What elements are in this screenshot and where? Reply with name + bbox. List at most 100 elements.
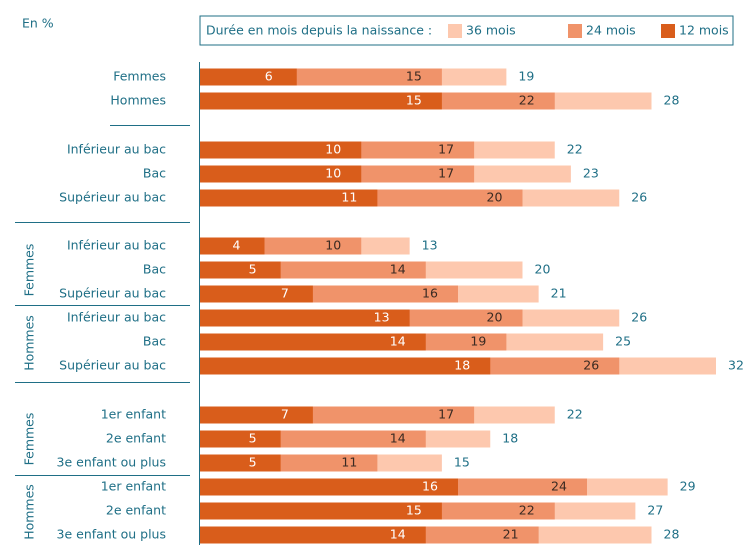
category-label: Supérieur au bac: [59, 190, 166, 205]
legend-box: [199, 15, 734, 46]
category-label: Bac: [143, 262, 166, 277]
value-label: 22: [519, 503, 535, 518]
category-label: 2e enfant: [106, 431, 166, 446]
bar: [200, 333, 426, 351]
bar: [200, 189, 378, 207]
bar: [200, 454, 281, 472]
value-label: 32: [728, 358, 744, 373]
category-label: Supérieur au bac: [59, 286, 166, 301]
value-label: 11: [341, 190, 357, 205]
value-label: 26: [583, 358, 599, 373]
value-label: 15: [406, 93, 422, 108]
bar: [200, 478, 458, 496]
value-label: 10: [325, 238, 341, 253]
value-label: 17: [438, 166, 454, 181]
value-label: 14: [390, 334, 406, 349]
value-label: 5: [249, 262, 257, 277]
category-label: 1er enfant: [101, 479, 166, 494]
value-label: 22: [567, 407, 583, 422]
bar: [200, 141, 362, 159]
value-label: 23: [583, 166, 599, 181]
group-label: Hommes: [22, 315, 37, 371]
legend-title: Durée en mois depuis la naissance :: [206, 23, 432, 38]
category-label: Hommes: [110, 93, 166, 108]
value-label: 13: [374, 310, 390, 325]
category-label: 2e enfant: [106, 503, 166, 518]
value-label: 16: [422, 286, 438, 301]
bar: [200, 285, 313, 303]
bar: [200, 502, 442, 520]
value-label: 16: [422, 479, 438, 494]
value-label: 28: [664, 93, 680, 108]
value-label: 14: [390, 431, 406, 446]
value-label: 13: [422, 238, 438, 253]
bar: [200, 357, 491, 375]
value-label: 10: [325, 166, 341, 181]
value-label: 6: [265, 69, 273, 84]
unit-label: En %: [22, 16, 54, 31]
bar: [200, 92, 442, 110]
group-label: Femmes: [22, 244, 37, 297]
bar: [200, 261, 281, 279]
value-label: 5: [249, 455, 257, 470]
bar: [200, 68, 297, 86]
value-label: 15: [406, 503, 422, 518]
legend-swatch: [661, 24, 675, 38]
value-label: 10: [325, 142, 341, 157]
value-label: 4: [233, 238, 241, 253]
value-label: 7: [281, 407, 289, 422]
value-label: 27: [647, 503, 663, 518]
value-label: 26: [631, 310, 647, 325]
value-label: 19: [518, 69, 534, 84]
value-label: 21: [503, 527, 519, 542]
category-label: Supérieur au bac: [59, 358, 166, 373]
legend-swatch: [568, 24, 582, 38]
value-label: 17: [438, 407, 454, 422]
value-label: 11: [341, 455, 357, 470]
value-label: 20: [487, 190, 503, 205]
bar: [200, 309, 410, 327]
value-label: 22: [567, 142, 583, 157]
value-label: 29: [680, 479, 696, 494]
category-label: Inférieur au bac: [67, 310, 166, 325]
value-label: 26: [631, 190, 647, 205]
value-label: 20: [535, 262, 551, 277]
category-label: Bac: [143, 166, 166, 181]
value-label: 24: [551, 479, 567, 494]
legend-swatch: [448, 24, 462, 38]
value-label: 28: [664, 527, 680, 542]
value-label: 20: [487, 310, 503, 325]
category-label: 1er enfant: [101, 407, 166, 422]
value-label: 14: [390, 262, 406, 277]
separators: [15, 125, 190, 476]
category-label: 3e enfant ou plus: [57, 455, 166, 470]
value-label: 19: [470, 334, 486, 349]
bar: [200, 526, 426, 544]
bar: [200, 406, 313, 424]
category-label: Femmes: [113, 69, 166, 84]
value-label: 15: [406, 69, 422, 84]
bar: [200, 165, 362, 183]
category-label: Inférieur au bac: [67, 142, 166, 157]
bar: [200, 237, 265, 255]
value-label: 21: [551, 286, 567, 301]
value-label: 5: [249, 431, 257, 446]
legend-label: 12 mois: [679, 23, 729, 38]
group-label: Hommes: [22, 484, 37, 540]
category-label: 3e enfant ou plus: [57, 527, 166, 542]
category-label: Inférieur au bac: [67, 238, 166, 253]
value-label: 25: [615, 334, 631, 349]
group-label: Femmes: [22, 413, 37, 466]
legend-label: 24 mois: [586, 23, 636, 38]
value-label: 22: [519, 93, 535, 108]
category-label: Bac: [143, 334, 166, 349]
value-label: 18: [454, 358, 470, 373]
value-label: 18: [502, 431, 518, 446]
bar: [200, 430, 281, 448]
value-label: 15: [454, 455, 470, 470]
value-label: 7: [281, 286, 289, 301]
legend-label: 36 mois: [466, 23, 516, 38]
value-label: 14: [390, 527, 406, 542]
value-label: 17: [438, 142, 454, 157]
